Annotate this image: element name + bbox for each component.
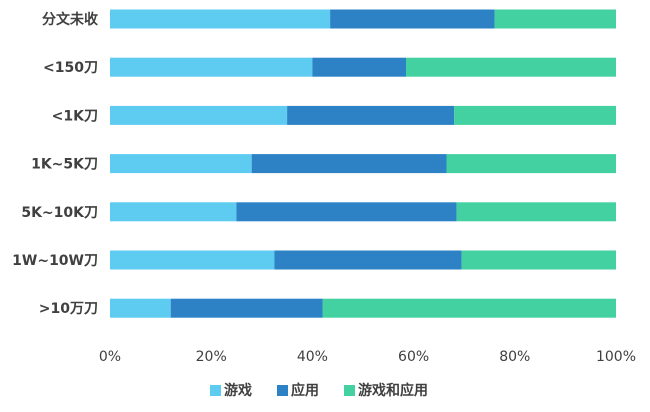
legend-label-3: 游戏和应用 <box>358 382 428 399</box>
bar-2-row-4 <box>251 154 447 174</box>
bar-3-row-2 <box>406 57 616 77</box>
x-axis-tick-labels: 0% 20% 40% 60% 80% 100% <box>99 349 636 365</box>
bar-3-row-5 <box>456 202 616 222</box>
bar-2-row-6 <box>274 250 462 270</box>
x-tick-label: 0% <box>99 349 121 365</box>
bar-3-row-1 <box>494 9 616 29</box>
bar-1-row-1 <box>110 9 331 29</box>
x-tick-label: 80% <box>499 349 530 365</box>
bar-2-row-1 <box>330 9 495 29</box>
category-label: 分文未收 <box>42 11 99 28</box>
bar-2-row-2 <box>312 57 407 77</box>
bar-3-row-6 <box>461 250 616 270</box>
bar-3-row-4 <box>446 154 616 174</box>
legend-label-2: 应用 <box>291 382 319 399</box>
bar-1-row-6 <box>110 250 275 270</box>
category-label: 1W~10W刀 <box>12 253 98 269</box>
x-tick-label: 60% <box>398 349 429 365</box>
category-label: 5K~10K刀 <box>21 205 98 221</box>
bar-2-row-5 <box>236 202 457 222</box>
bar-2-row-3 <box>287 105 455 125</box>
legend-swatch-2 <box>277 385 288 396</box>
bar-1-row-3 <box>110 105 288 125</box>
category-label: <1K刀 <box>52 108 98 124</box>
legend: 游戏 应用 游戏和应用 <box>210 382 428 399</box>
bar-1-row-4 <box>110 154 252 174</box>
category-labels: 分文未收 <150刀 <1K刀 1K~5K刀 5K~10K刀 1W~10W刀 >10万刀 <box>12 11 99 317</box>
x-tick-label: 40% <box>297 349 328 365</box>
bar-2-row-7 <box>170 298 323 318</box>
category-label: 1K~5K刀 <box>31 157 98 173</box>
bar-1-row-7 <box>110 298 171 318</box>
legend-swatch-1 <box>210 385 221 396</box>
bar-1-row-5 <box>110 202 237 222</box>
legend-label-1: 游戏 <box>224 382 252 399</box>
category-label: <150刀 <box>43 60 98 76</box>
bars-group <box>110 9 616 318</box>
bar-1-row-2 <box>110 57 313 77</box>
x-tick-label: 20% <box>196 349 227 365</box>
legend-swatch-3 <box>344 385 355 396</box>
bar-3-row-7 <box>322 298 616 318</box>
bar-3-row-3 <box>454 105 616 125</box>
category-label: >10万刀 <box>39 301 98 317</box>
x-tick-label: 100% <box>596 349 636 365</box>
